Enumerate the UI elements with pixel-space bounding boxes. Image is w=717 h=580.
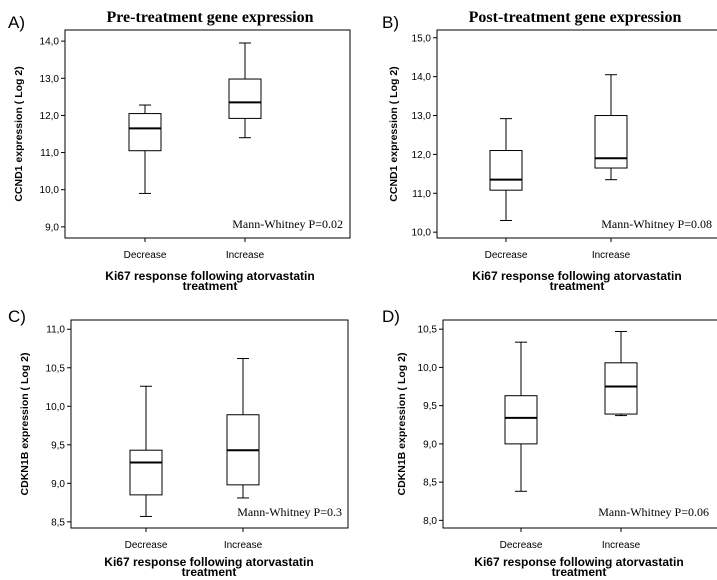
y-tick-label: 12,0 [40, 111, 60, 122]
x-axis-label: Ki67 response following atorvastatin trea… [105, 269, 314, 293]
y-tick-label: 9,0 [45, 222, 59, 233]
chart-title: Pre-treatment gene expression [106, 9, 313, 26]
y-tick-label: 8,0 [423, 516, 437, 527]
boxplot-decrease [504, 341, 538, 492]
y-axis-label: CCND1 expression ( Log 2) [13, 66, 25, 201]
x-tick-label: Decrease [125, 540, 168, 551]
y-axis-label: CCND1 expression ( Log 2) [388, 66, 400, 201]
y-tick-label: 9,0 [51, 479, 65, 490]
iqr-box [604, 362, 638, 415]
chart-title: Post-treatment gene expression [469, 9, 682, 26]
x-tick-label: Decrease [485, 250, 528, 261]
chart-panel-3: C) 8,5 9,0 9,5 10,0 10,5 11,0 Decrease Increase M… [8, 307, 349, 579]
boxplot-decrease [129, 385, 163, 517]
boxplot-increase [228, 42, 262, 139]
plot-frame [436, 29, 717, 239]
y-tick-label: 14,0 [412, 72, 432, 83]
boxplot-decrease [489, 118, 523, 222]
iqr-box [489, 150, 523, 191]
x-axis-label: Ki67 response following atorvastatin trea… [104, 555, 313, 579]
chart-panel-1: A) Pre-treatment gene expression 9,0 10,0 11… [8, 9, 351, 293]
y-tick-label: 9,5 [423, 401, 437, 412]
chart-panel-2: B) Post-treatment gene expression 10,0 11,0… [382, 9, 717, 293]
x-tick-label: Increase [224, 540, 263, 551]
y-tick-label: 10,5 [418, 325, 438, 336]
x-tick-label: Increase [226, 250, 265, 261]
iqr-box [504, 395, 538, 445]
iqr-box [129, 449, 163, 496]
boxplot-increase [604, 330, 638, 417]
x-tick-label: Increase [592, 250, 631, 261]
x-tick-label: Increase [602, 540, 641, 551]
iqr-box [128, 113, 162, 152]
x-axis-label: Ki67 response following atorvastatin trea… [472, 269, 681, 293]
annotation: Mann-Whitney P=0.02 [232, 217, 343, 231]
plot-frame [70, 319, 349, 529]
y-tick-label: 11,0 [46, 325, 65, 336]
y-tick-label: 10,0 [46, 402, 66, 413]
boxplot-increase [594, 74, 628, 181]
y-tick-label: 13,0 [40, 74, 60, 85]
panel-label: D) [382, 307, 400, 326]
y-tick-label: 11,0 [40, 148, 59, 159]
boxplot-increase [226, 358, 260, 499]
x-tick-label: Decrease [124, 250, 167, 261]
iqr-box [228, 78, 262, 119]
chart-panel-4: D) 8,0 8,5 9,0 9,5 10,0 10,5 Decrease Increase Ma… [382, 307, 717, 579]
panel-label: B) [382, 13, 399, 32]
y-tick-label: 9,0 [423, 439, 437, 450]
y-tick-label: 9,5 [51, 440, 65, 451]
panel-label: A) [8, 13, 25, 32]
annotation: Mann-Whitney P=0.08 [601, 217, 712, 231]
y-tick-label: 10,0 [40, 185, 60, 196]
panel-label: C) [8, 307, 26, 326]
y-tick-label: 15,0 [412, 33, 432, 44]
plot-frame [64, 29, 351, 239]
plot-frame [442, 319, 717, 529]
y-tick-label: 13,0 [412, 111, 432, 122]
y-tick-label: 10,0 [418, 363, 438, 374]
y-tick-label: 12,0 [412, 150, 432, 161]
annotation: Mann-Whitney P=0.3 [237, 505, 342, 519]
y-axis-label: CDKN1B expression ( Log 2) [396, 353, 408, 496]
x-axis-label: Ki67 response following atorvastatin trea… [474, 555, 683, 579]
boxplot-decrease [128, 104, 162, 194]
iqr-box [594, 115, 628, 169]
y-axis-label: CDKN1B expression ( Log 2) [19, 353, 31, 496]
y-tick-label: 11,0 [412, 189, 431, 200]
y-tick-label: 8,5 [423, 478, 437, 489]
y-tick-label: 10,5 [46, 363, 66, 374]
annotation: Mann-Whitney P=0.06 [598, 505, 709, 519]
y-tick-label: 8,5 [51, 517, 65, 528]
y-tick-label: 14,0 [40, 37, 60, 48]
x-tick-label: Decrease [500, 540, 543, 551]
y-tick-label: 10,0 [412, 228, 432, 239]
